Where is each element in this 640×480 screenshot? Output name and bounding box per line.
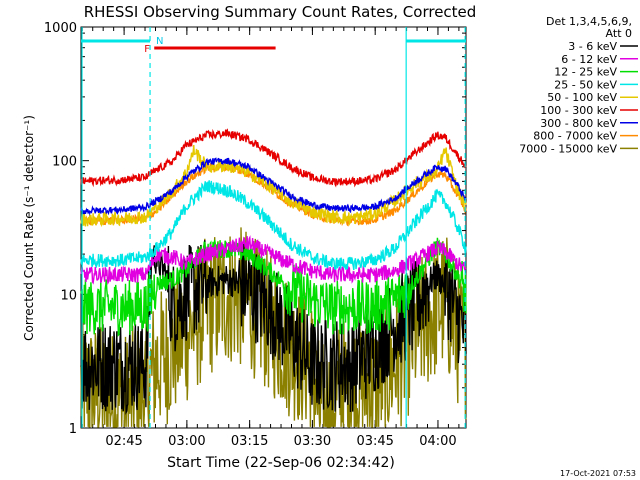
legend-entry-label: 800 - 7000 keV (533, 130, 617, 143)
y-tick-label: 10 (60, 288, 77, 303)
legend-header-line-1: Det 1,3,4,5,6,9, (546, 15, 632, 28)
legend-entry-label: 6 - 12 keV (561, 53, 617, 66)
footer-timestamp: 17-Oct-2021 07:53 (560, 469, 636, 478)
series-300-800keV-line (80, 157, 467, 216)
annotation-layer: FN (81, 27, 466, 428)
y-tick-label: 1000 (44, 21, 77, 36)
x-axis-label: Start Time (22-Sep-06 02:34:42) (167, 455, 395, 471)
series-6-12keV-line (80, 235, 467, 285)
series-25-50keV-line (80, 180, 467, 271)
x-tick-label: 03:00 (168, 434, 205, 449)
legend-entry-label: 12 - 25 keV (554, 66, 617, 79)
x-tick-label: 02:45 (105, 434, 142, 449)
x-tick-label: 03:15 (231, 434, 268, 449)
y-tick-label: 1 (69, 422, 77, 437)
legend-entry-label: 3 - 6 keV (568, 40, 617, 53)
y-axis-label: Corrected Count Rate (s⁻¹ detector⁻¹) (22, 115, 36, 341)
legend-entry-label: 100 - 300 keV (540, 104, 617, 117)
legend-entry-label: 25 - 50 keV (554, 78, 617, 91)
series-12-25keV-line (80, 237, 467, 337)
legend-entry-label: 300 - 800 keV (540, 117, 617, 130)
legend-entry-label: 7000 - 15000 keV (519, 142, 617, 155)
x-tick-label: 04:00 (419, 434, 456, 449)
series-100-300keV-line (80, 128, 467, 188)
y-tick-label: 100 (52, 155, 77, 170)
night-flag-label: N (156, 36, 163, 47)
legend-entry-label: 50 - 100 keV (547, 91, 617, 104)
x-tick-label: 03:45 (356, 434, 393, 449)
plot-frame (80, 26, 467, 429)
chart-title: RHESSI Observing Summary Count Rates, Co… (84, 3, 477, 21)
series-7000-15000keV-line (80, 227, 467, 428)
flare-flag-label: F (144, 44, 150, 55)
series-3-6keV-line (80, 240, 467, 416)
legend-header-line-2: Att 0 (606, 27, 632, 40)
series-layer (80, 128, 467, 428)
x-tick-label: 03:30 (294, 434, 331, 449)
